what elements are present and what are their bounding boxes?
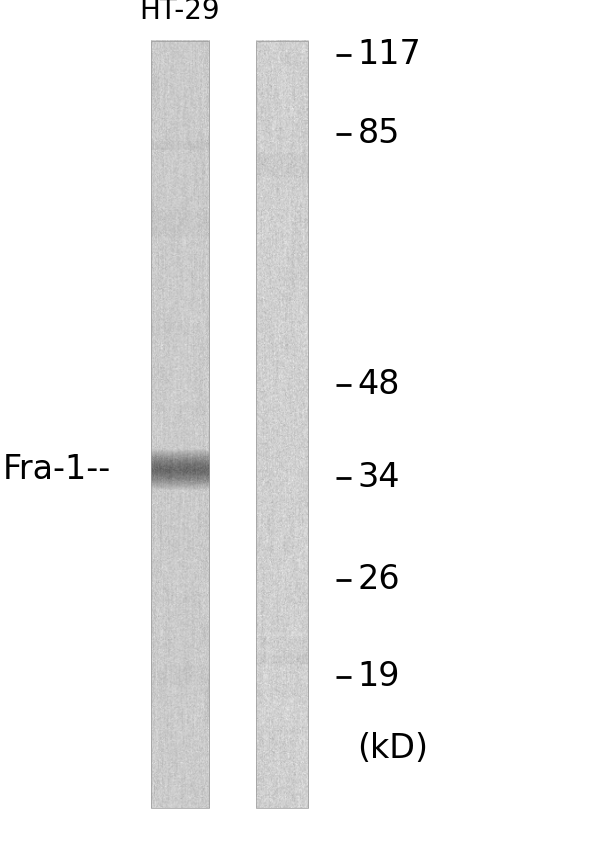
Text: 117: 117 (357, 38, 421, 72)
Text: Fra-1--: Fra-1-- (3, 453, 111, 486)
Text: 26: 26 (357, 563, 400, 596)
Text: 34: 34 (357, 461, 400, 495)
Text: 19: 19 (357, 660, 400, 694)
Text: 48: 48 (357, 368, 400, 402)
Bar (256, 41, 308, 808)
Text: 85: 85 (357, 117, 400, 151)
Text: HT-29: HT-29 (140, 0, 220, 25)
Bar (151, 41, 209, 808)
Text: (kD): (kD) (357, 732, 428, 766)
